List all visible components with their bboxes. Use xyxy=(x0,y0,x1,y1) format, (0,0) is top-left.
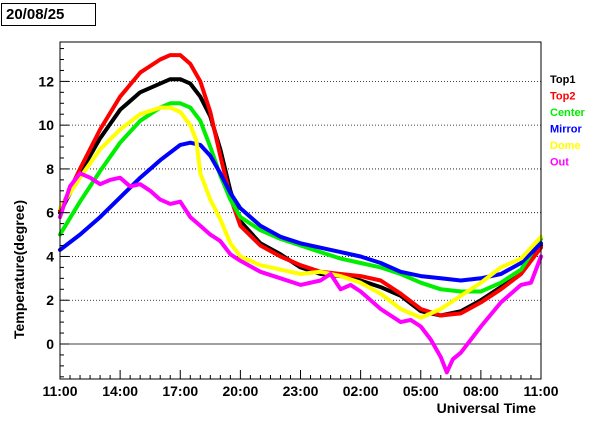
series-group xyxy=(58,53,543,375)
legend-entry-out: Out xyxy=(550,157,569,169)
series-line-dome xyxy=(58,105,543,320)
legend: Top1 Top2 Center Mirror Dome Out xyxy=(550,74,586,169)
y-axis-label: Temperature(degree) xyxy=(11,200,27,339)
x-tick-label: 14:00 xyxy=(102,383,138,399)
x-tick-label: 05:00 xyxy=(403,383,439,399)
y-tick-label: 10 xyxy=(38,117,54,133)
y-tick-label: 12 xyxy=(38,73,54,89)
y-tick-label: 4 xyxy=(46,248,54,264)
legend-entry-top1: Top1 xyxy=(550,74,575,86)
series-line-center xyxy=(58,101,543,294)
legend-entry-top2: Top2 xyxy=(550,91,575,103)
y-tick-label: 6 xyxy=(46,205,54,221)
x-tick-label: 11:00 xyxy=(523,383,558,399)
x-tick-label: 08:00 xyxy=(463,383,499,399)
series-line-mirror xyxy=(58,140,543,283)
grid xyxy=(60,80,541,345)
x-tick-label: 23:00 xyxy=(283,383,319,399)
x-tick-label: 11:00 xyxy=(42,383,77,399)
x-axis-label: Universal Time xyxy=(437,400,537,416)
legend-entry-dome: Dome xyxy=(550,140,581,152)
x-tick-label: 20:00 xyxy=(222,383,258,399)
y-tick-label: 2 xyxy=(46,292,54,308)
date-label: 20/08/25 xyxy=(1,3,96,26)
x-tick-label: 02:00 xyxy=(343,383,379,399)
series-line-out xyxy=(58,171,543,375)
y-tick-label: 0 xyxy=(46,336,54,352)
series-line-top2 xyxy=(58,53,543,318)
axis-ticks xyxy=(59,48,542,379)
tick-labels: 0 2 4 6 8 10 12 11:00 14:00 17:00 20:00 23:00 02:00 0… xyxy=(38,73,558,399)
legend-entry-center: Center xyxy=(550,107,586,119)
plot-frame xyxy=(59,41,542,380)
legend-entry-mirror: Mirror xyxy=(550,124,583,136)
y-tick-label: 8 xyxy=(46,161,54,177)
x-tick-label: 17:00 xyxy=(162,383,198,399)
